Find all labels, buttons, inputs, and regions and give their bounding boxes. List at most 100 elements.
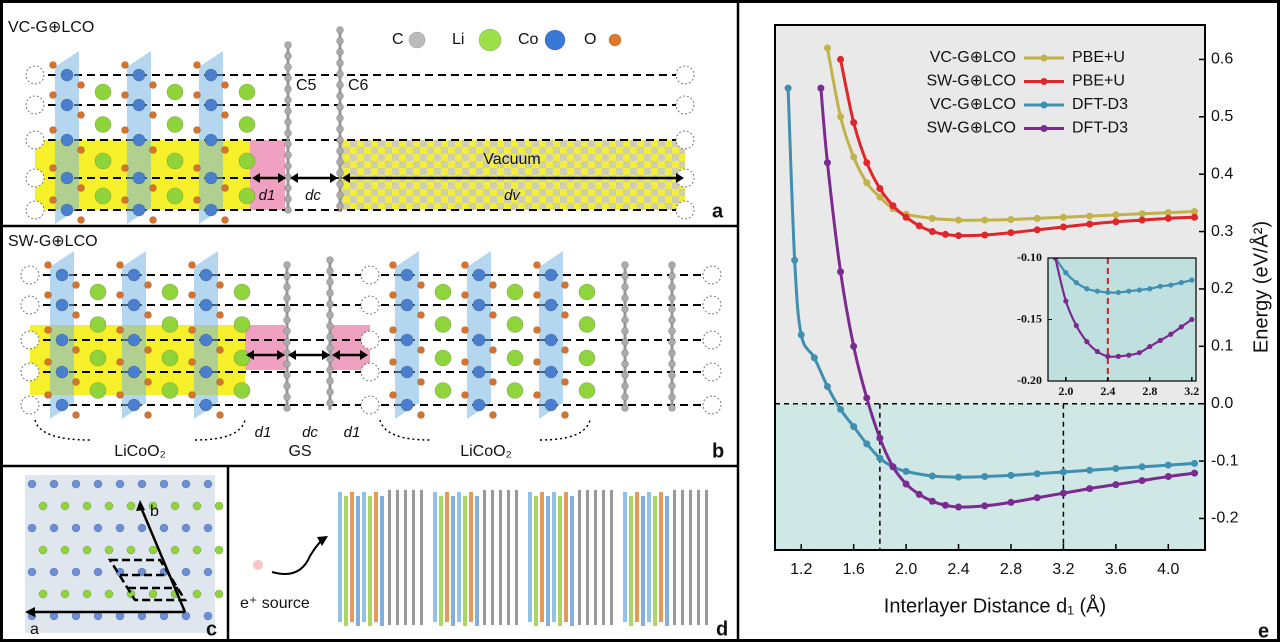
- li-atom: [579, 317, 595, 333]
- c-atom: [669, 273, 676, 280]
- c-atom: [284, 317, 291, 324]
- co-atom: [56, 334, 68, 346]
- data-point: [824, 159, 831, 166]
- distance-label: dv: [504, 187, 521, 204]
- c-atom: [285, 207, 292, 214]
- o-atom: [217, 282, 224, 289]
- lattice-atom: [160, 524, 168, 532]
- data-point: [903, 481, 910, 488]
- c-atom: [337, 170, 344, 177]
- data-point: [942, 231, 949, 238]
- x-tick-label: 2.4: [947, 561, 969, 578]
- data-point: [1105, 354, 1110, 359]
- lattice-atom: [138, 524, 146, 532]
- graphene-slice: [610, 490, 613, 625]
- c-atom: [327, 378, 334, 385]
- o-atom: [194, 127, 201, 134]
- data-point: [903, 468, 910, 475]
- data-point: [1112, 465, 1119, 472]
- data-point: [824, 383, 831, 390]
- data-point: [850, 423, 857, 430]
- c-atom: [327, 301, 334, 308]
- data-point: [1060, 468, 1067, 475]
- co-atom: [205, 204, 217, 216]
- o-atom: [45, 392, 52, 399]
- o-atom: [462, 359, 469, 366]
- co-atom: [133, 99, 145, 111]
- lattice-atom: [105, 502, 113, 510]
- c-atom: [669, 284, 676, 291]
- o-atom: [145, 312, 152, 319]
- boundary-atom: [676, 131, 694, 149]
- o-atom: [534, 327, 541, 334]
- o-atom: [73, 379, 80, 386]
- lattice-atom: [149, 546, 157, 554]
- o-atom: [73, 282, 80, 289]
- graphene-slice: [420, 490, 423, 625]
- data-point: [1179, 280, 1184, 285]
- legend-marker: [1041, 125, 1048, 132]
- boundary-atom: [21, 396, 39, 414]
- slab-slice: [344, 496, 348, 626]
- o-atom: [562, 347, 569, 354]
- o-atom: [189, 359, 196, 366]
- o-atom: [194, 62, 201, 69]
- data-point: [1191, 214, 1198, 221]
- c-atom: [284, 306, 291, 313]
- li-atom: [95, 153, 111, 169]
- c-atom: [337, 181, 344, 188]
- li-atom: [162, 317, 178, 333]
- lattice-atom: [171, 502, 179, 510]
- slab-slice: [641, 496, 645, 626]
- data-point: [1147, 286, 1152, 291]
- o-atom: [562, 379, 569, 386]
- c-atom: [337, 148, 344, 155]
- co-atom: [401, 299, 413, 311]
- co-atom: [56, 269, 68, 281]
- lattice-atom: [105, 546, 113, 554]
- slab-slice: [451, 496, 455, 626]
- data-point: [798, 331, 805, 338]
- legend-c: [409, 32, 425, 48]
- lattice-atom: [215, 590, 223, 598]
- data-point: [1007, 229, 1014, 236]
- c-atom: [327, 323, 334, 330]
- lattice-atom: [50, 568, 58, 576]
- data-point: [1139, 210, 1146, 217]
- graphene-slice: [689, 490, 692, 625]
- o-atom: [145, 282, 152, 289]
- data-point: [1126, 353, 1131, 358]
- li-atom: [167, 188, 183, 204]
- c-atom: [285, 119, 292, 126]
- group-label: LiCoO₂: [460, 443, 512, 460]
- x-axis-label: Interlayer Distance d₁ (Å): [884, 594, 1106, 617]
- o-atom: [534, 359, 541, 366]
- c-atom: [669, 350, 676, 357]
- o-atom: [122, 197, 129, 204]
- data-point: [889, 463, 896, 470]
- slab-slice: [362, 492, 366, 622]
- li-atom: [239, 153, 255, 169]
- legend-method: DFT-D3: [1072, 120, 1128, 137]
- graphene-slice: [483, 490, 486, 625]
- legend-label: C: [392, 31, 404, 48]
- c-atom: [284, 372, 291, 379]
- c-atom: [285, 86, 292, 93]
- o-atom: [145, 412, 152, 419]
- c-atom: [284, 273, 291, 280]
- x-tick-label: 4.0: [1157, 561, 1179, 578]
- graphene-slice: [681, 490, 684, 625]
- slab-slice: [564, 492, 568, 622]
- legend-marker: [1041, 78, 1048, 85]
- legend-li: [479, 29, 501, 51]
- distance-label: d1: [255, 424, 272, 441]
- lattice-atom: [83, 502, 91, 510]
- c-atom: [327, 356, 334, 363]
- li-atom: [435, 317, 451, 333]
- x-tick-label: 3.2: [1052, 561, 1074, 578]
- data-point: [1095, 349, 1100, 354]
- data-point: [1158, 338, 1163, 343]
- li-atom: [167, 84, 183, 100]
- data-point: [929, 228, 936, 235]
- y-tick-label: -0.15: [1017, 311, 1042, 325]
